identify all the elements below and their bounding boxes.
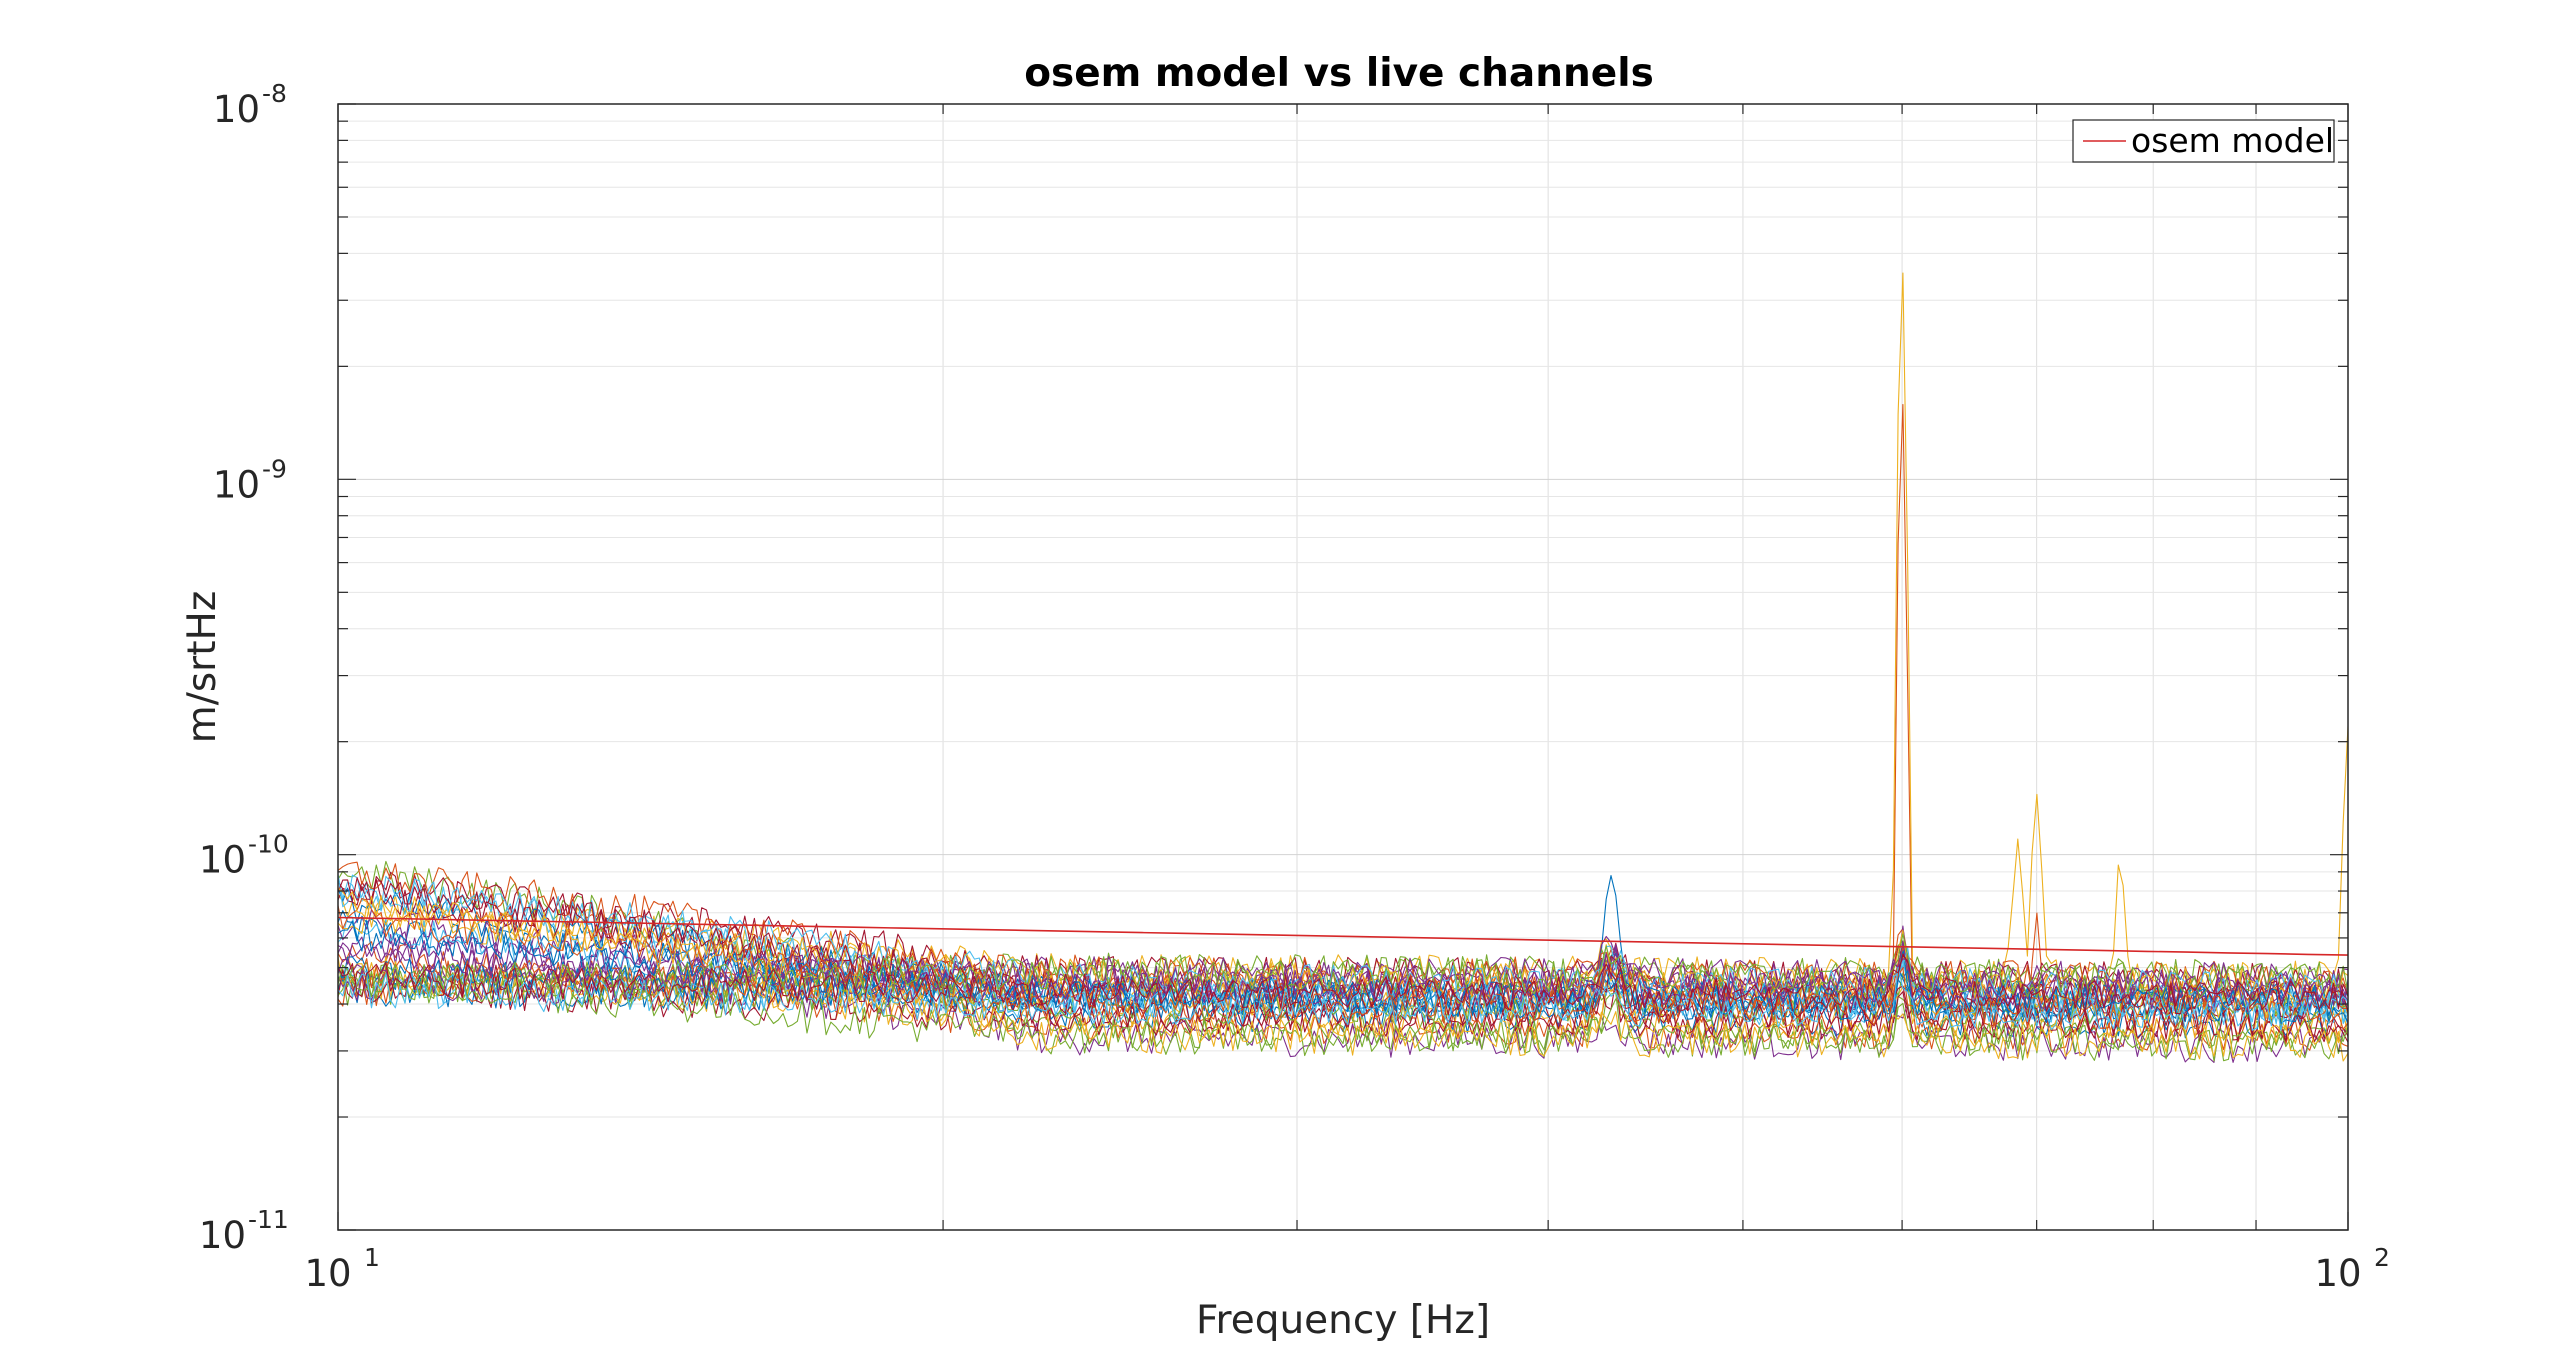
y-tick-exponent: -11	[248, 1205, 289, 1234]
live-channel-line	[338, 968, 2348, 1020]
live-channel-line	[338, 969, 2348, 1042]
live-channel-line	[338, 966, 2348, 1032]
series-group	[338, 272, 2348, 1063]
x-tick-label: 10	[2314, 1252, 2361, 1295]
y-tick-exponent: -9	[262, 454, 287, 483]
y-axis-label: m/srtHz	[180, 591, 225, 744]
legend: osem model	[2072, 119, 2335, 163]
y-tick-label: 10	[213, 88, 260, 131]
live-channel-line	[338, 969, 2348, 1062]
live-channel-line	[338, 954, 2348, 1015]
y-tick-exponent: -10	[248, 830, 289, 859]
live-channel-line	[338, 897, 2348, 1031]
plot-frame	[337, 103, 2349, 1231]
x-tick-exponent: 1	[364, 1243, 380, 1272]
y-tick-label: 10	[213, 463, 260, 506]
osem-model-line	[338, 916, 2348, 956]
live-channel-line	[338, 940, 2348, 1006]
plot-area	[338, 104, 2348, 1230]
tick-marks	[337, 103, 2349, 1231]
y-tick-label: 10	[199, 839, 246, 882]
live-channel-line	[338, 877, 2348, 1020]
live-channel-line	[338, 887, 2348, 1062]
legend-entry-osem-model: osem model	[2131, 121, 2334, 160]
x-tick-exponent: 2	[2374, 1243, 2390, 1272]
live-channel-line	[338, 874, 2348, 1006]
y-tick-exponent: -8	[262, 79, 287, 108]
live-channel-line	[338, 925, 2348, 998]
chart-title: osem model vs live channels	[1024, 51, 1654, 96]
live-channel-line	[338, 933, 2348, 1000]
y-tick-label: 10	[199, 1214, 246, 1257]
x-tick-label: 10	[304, 1252, 351, 1295]
x-axis-label: Frequency [Hz]	[1196, 1298, 1490, 1343]
